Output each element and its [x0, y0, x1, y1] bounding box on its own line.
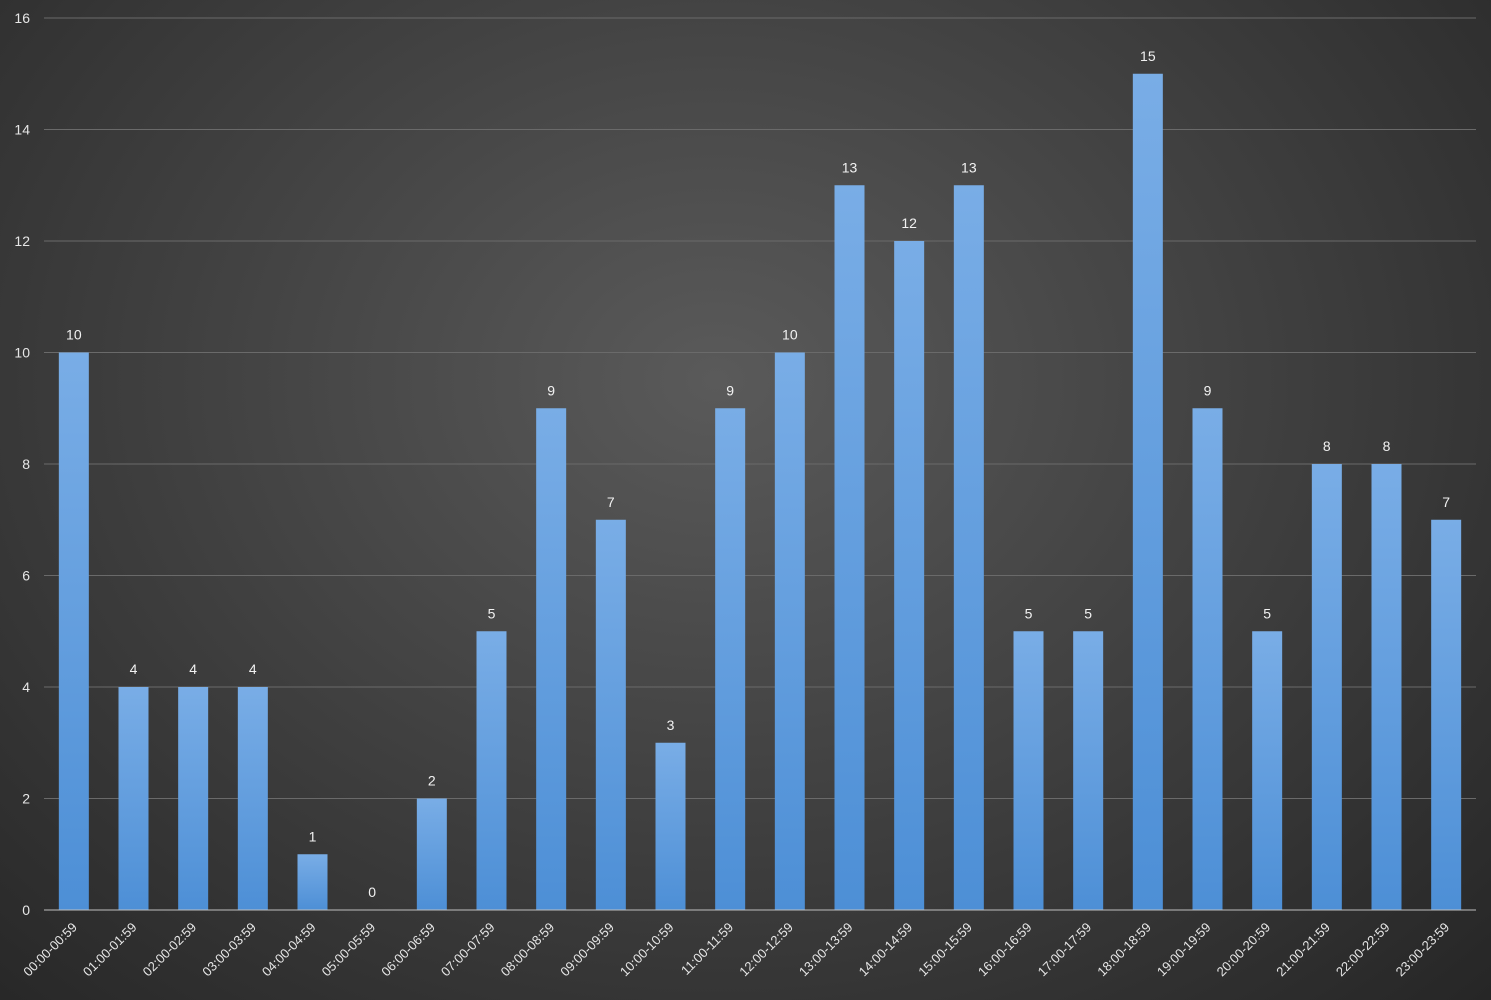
bar: [58, 352, 89, 910]
x-category-label: 11:00-11:59: [678, 920, 736, 978]
y-tick-label: 2: [22, 791, 30, 807]
bars: [58, 73, 1462, 910]
data-label: 9: [726, 382, 734, 398]
x-category-label: 17:00-17:59: [1035, 920, 1095, 980]
data-label: 15: [1140, 48, 1156, 64]
y-tick-label: 6: [22, 568, 30, 584]
x-category-label: 23:00-23:59: [1393, 920, 1453, 980]
y-tick-label: 12: [14, 233, 30, 249]
x-category-label: 03:00-03:59: [199, 920, 259, 980]
data-label: 1: [309, 828, 317, 844]
data-label: 5: [1025, 605, 1033, 621]
data-label: 13: [961, 159, 977, 175]
data-label: 4: [189, 661, 197, 677]
y-tick-label: 0: [22, 902, 30, 918]
x-category-label: 13:00-13:59: [796, 920, 856, 980]
x-category-label: 19:00-19:59: [1154, 920, 1214, 980]
data-label: 5: [1084, 605, 1092, 621]
x-category-label: 18:00-18:59: [1094, 920, 1154, 980]
x-category-label: 02:00-02:59: [140, 920, 200, 980]
bar: [1252, 631, 1283, 910]
bar: [536, 408, 567, 910]
bar: [297, 854, 328, 910]
data-label: 10: [782, 327, 798, 343]
x-category-label: 08:00-08:59: [498, 920, 558, 980]
bar: [834, 185, 865, 910]
data-label: 10: [66, 327, 82, 343]
x-category-label: 15:00-15:59: [915, 920, 975, 980]
bar: [1132, 73, 1163, 910]
data-label: 7: [1442, 494, 1450, 510]
data-label: 4: [249, 661, 257, 677]
data-label: 5: [1263, 605, 1271, 621]
bar: [1371, 464, 1402, 910]
x-category-label: 22:00-22:59: [1333, 920, 1393, 980]
data-label: 2: [428, 773, 436, 789]
bar: [1073, 631, 1104, 910]
x-category-label: 09:00-09:59: [557, 920, 617, 980]
data-label: 9: [547, 382, 555, 398]
y-tick-label: 10: [14, 345, 30, 361]
x-category-label: 04:00-04:59: [259, 920, 319, 980]
data-label: 5: [488, 605, 496, 621]
y-tick-label: 14: [14, 122, 30, 138]
x-category-label: 07:00-07:59: [438, 920, 498, 980]
x-category-label: 16:00-16:59: [975, 920, 1035, 980]
data-label: 8: [1383, 438, 1391, 454]
x-category-label: 10:00-10:59: [617, 920, 677, 980]
data-label: 4: [130, 661, 138, 677]
x-category-label: 21:00-21:59: [1273, 920, 1333, 980]
bar: [715, 408, 746, 910]
y-tick-label: 16: [14, 10, 30, 26]
data-label: 8: [1323, 438, 1331, 454]
bar: [1013, 631, 1044, 910]
bar: [1431, 519, 1462, 910]
data-label: 9: [1204, 382, 1212, 398]
data-label: 12: [901, 215, 917, 231]
x-category-label: 14:00-14:59: [856, 920, 916, 980]
x-category-label: 20:00-20:59: [1214, 920, 1274, 980]
x-category-label: 12:00-12:59: [736, 920, 796, 980]
bar: [237, 687, 268, 910]
x-category-label: 05:00-05:59: [319, 920, 379, 980]
data-label: 0: [368, 884, 376, 900]
x-category-label: 01:00-01:59: [80, 920, 140, 980]
x-category-label: 00:00-00:59: [20, 920, 80, 980]
bar: [595, 519, 626, 910]
bar: [774, 352, 805, 910]
bar: [655, 742, 686, 910]
data-label: 7: [607, 494, 615, 510]
data-label: 13: [842, 159, 858, 175]
bar: [118, 687, 149, 910]
bar: [894, 241, 925, 910]
bar: [178, 687, 209, 910]
bar: [476, 631, 507, 910]
y-tick-label: 8: [22, 456, 30, 472]
gridlines: [44, 17, 1476, 799]
x-category-label: 06:00-06:59: [378, 920, 438, 980]
y-axis-ticks: 0 2 4 6 8 10 12 14 16: [14, 10, 30, 918]
bar: [1192, 408, 1223, 910]
bar: [953, 185, 984, 910]
bar: [416, 798, 447, 910]
data-label: 3: [667, 717, 675, 733]
bar: [1311, 464, 1342, 910]
x-axis-ticks: 00:00-00:59 01:00-01:59 02:00-02:59 03:00-0…: [20, 920, 1452, 980]
y-tick-label: 4: [22, 679, 30, 695]
